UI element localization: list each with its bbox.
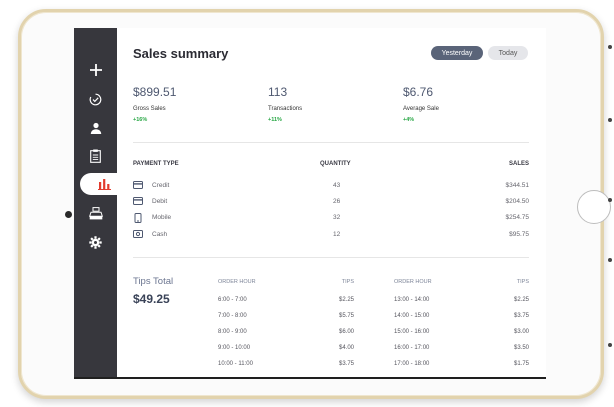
payment-name: Cash bbox=[152, 231, 168, 238]
tips-hour: 10:00 - 11:00 bbox=[218, 361, 253, 367]
payment-quantity: 12 bbox=[333, 231, 341, 238]
payment-row-credit: Credit 43 $344.51 bbox=[133, 181, 529, 191]
payment-row-cash: Cash 12 $95.75 bbox=[133, 230, 529, 240]
tips-amount: $3.75 bbox=[338, 361, 354, 367]
reports-button[interactable] bbox=[80, 173, 128, 195]
stat-transactions: 113 Transactions +11% bbox=[268, 85, 302, 123]
tips-amount: $2.25 bbox=[338, 297, 354, 303]
payment-row-mobile: Mobile 32 $254.75 bbox=[133, 213, 529, 223]
tips-hour: 16:00 - 17:00 bbox=[394, 345, 430, 351]
tips-total-value: $49.25 bbox=[133, 292, 170, 306]
tips-hour: 8:00 - 9:00 bbox=[218, 329, 247, 335]
order-hour-header: ORDER HOUR bbox=[394, 279, 432, 285]
tips-hour: 14:00 - 15:00 bbox=[394, 313, 430, 319]
tips-amount: $3.00 bbox=[513, 329, 529, 335]
credit-card-icon bbox=[133, 181, 143, 189]
tips-amount: $3.50 bbox=[513, 345, 529, 351]
mobile-phone-icon bbox=[134, 213, 142, 223]
tips-amount: $1.75 bbox=[513, 361, 529, 367]
tips-hour: 9:00 - 10:00 bbox=[218, 345, 251, 351]
payment-sales: $204.50 bbox=[505, 198, 530, 205]
customers-button[interactable] bbox=[74, 117, 117, 139]
stat-value: 113 bbox=[268, 85, 288, 99]
bullet-dot bbox=[608, 258, 612, 262]
settings-button[interactable] bbox=[74, 231, 117, 253]
plus-icon bbox=[89, 64, 102, 76]
payment-row-debit: Debit 26 $204.50 bbox=[133, 197, 529, 207]
stat-value: $899.51 bbox=[133, 85, 177, 99]
camera-dot bbox=[65, 211, 72, 218]
side-bullets bbox=[606, 0, 614, 407]
tips-header: TIPS bbox=[341, 279, 354, 285]
sidebar bbox=[74, 28, 128, 377]
stat-change: +4% bbox=[403, 117, 415, 123]
page-title: Sales summary bbox=[133, 46, 229, 61]
tips-amount: $5.75 bbox=[338, 313, 354, 319]
tips-amount: $2.25 bbox=[513, 297, 529, 303]
stat-label: Gross Sales bbox=[133, 106, 166, 112]
payment-quantity: 43 bbox=[333, 182, 341, 189]
tips-hour: 7:00 - 8:00 bbox=[218, 313, 247, 319]
tips-amount: $3.75 bbox=[513, 313, 529, 319]
sales-header: SALES bbox=[508, 161, 529, 167]
debit-card-icon bbox=[133, 197, 143, 205]
yesterday-toggle[interactable]: Yesterday bbox=[431, 46, 483, 60]
orders-button[interactable] bbox=[74, 145, 117, 167]
tips-amount: $6.00 bbox=[338, 329, 354, 335]
bullet-dot bbox=[608, 118, 612, 122]
tips-amount: $4.00 bbox=[338, 345, 354, 351]
tips-header: TIPS bbox=[516, 279, 529, 285]
divider bbox=[133, 142, 529, 143]
bullet-dot bbox=[608, 343, 612, 347]
payment-name: Credit bbox=[152, 182, 170, 189]
tips-hour: 6:00 - 7:00 bbox=[218, 297, 247, 303]
stat-value: $6.76 bbox=[403, 85, 434, 99]
stat-change: +11% bbox=[268, 117, 282, 123]
stat-label: Average Sale bbox=[403, 106, 439, 112]
cash-icon bbox=[133, 230, 143, 238]
register-button[interactable] bbox=[74, 202, 117, 224]
home-button[interactable] bbox=[577, 190, 611, 224]
bullet-dot bbox=[608, 198, 612, 202]
new-sale-button[interactable] bbox=[74, 59, 117, 81]
payment-type-header: PAYMENT TYPE bbox=[133, 161, 179, 167]
activity-button[interactable] bbox=[74, 88, 117, 110]
main-content: Sales summary Yesterday Today $899.51 Gr… bbox=[117, 28, 546, 377]
payment-sales: $344.51 bbox=[505, 182, 530, 189]
app-screen: Sales summary Yesterday Today $899.51 Gr… bbox=[74, 28, 546, 379]
clipboard-icon bbox=[90, 149, 101, 163]
stat-change: +16% bbox=[133, 117, 148, 123]
clock-check-icon bbox=[89, 93, 102, 105]
bar-chart-icon bbox=[97, 179, 111, 190]
tips-hour: 17:00 - 18:00 bbox=[394, 361, 430, 367]
register-icon bbox=[88, 206, 103, 219]
payment-quantity: 32 bbox=[333, 214, 341, 221]
payment-sales: $254.75 bbox=[505, 214, 530, 221]
gear-icon bbox=[89, 235, 102, 249]
stat-label: Transactions bbox=[268, 106, 303, 112]
tips-total-label: Tips Total bbox=[133, 276, 174, 287]
payment-quantity: 26 bbox=[333, 198, 341, 205]
divider bbox=[133, 257, 529, 258]
tips-hour: 15:00 - 16:00 bbox=[394, 329, 430, 335]
payment-name: Debit bbox=[152, 198, 168, 205]
bullet-dot bbox=[608, 45, 612, 49]
stat-average-sale: $6.76 Average Sale +4% bbox=[403, 85, 439, 123]
user-icon bbox=[90, 122, 101, 134]
today-toggle[interactable]: Today bbox=[488, 46, 528, 60]
quantity-header: QUANTITY bbox=[320, 161, 351, 167]
payment-name: Mobile bbox=[152, 214, 172, 221]
stat-gross-sales: $899.51 Gross Sales +16% bbox=[133, 85, 176, 123]
payment-sales: $95.75 bbox=[509, 231, 529, 238]
tips-hour: 13:00 - 14:00 bbox=[394, 297, 430, 303]
order-hour-header: ORDER HOUR bbox=[218, 279, 256, 285]
